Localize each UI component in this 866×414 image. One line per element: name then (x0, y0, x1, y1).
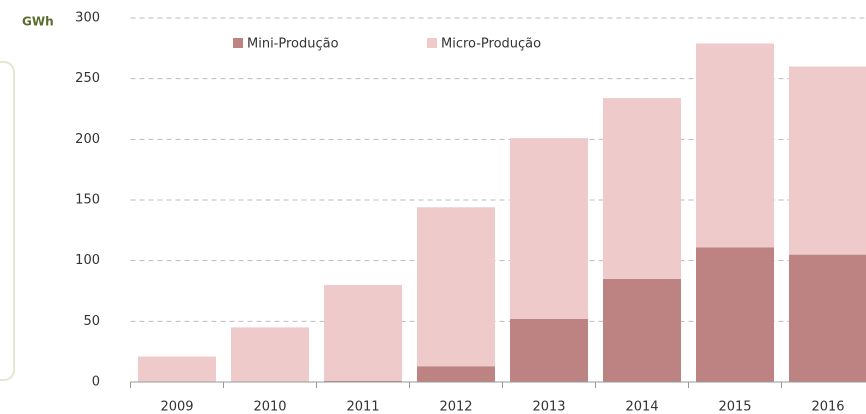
bar-segment (789, 66, 866, 255)
bar-segment (417, 366, 495, 382)
x-tick-label: 2011 (346, 400, 379, 414)
legend-label: Mini-Produção (247, 37, 339, 52)
legend-label: Micro-Produção (441, 37, 541, 52)
y-tick-label: 50 (83, 314, 100, 329)
y-tick-label: 100 (75, 253, 100, 268)
bar-segment (510, 138, 588, 319)
y-tick-label: 0 (92, 375, 100, 390)
y-tick-label: 200 (75, 132, 100, 147)
bar-segment (696, 43, 774, 248)
x-tick-label: 2015 (718, 400, 751, 414)
legend-swatch (233, 38, 243, 48)
x-tick-label: 2014 (625, 400, 658, 414)
bar-segment (603, 278, 681, 382)
bar-segment (696, 247, 774, 382)
bar-segment (324, 284, 402, 381)
bar-segment (138, 356, 216, 382)
x-tick-label: 2013 (532, 400, 565, 414)
y-axis-label: GWh (22, 15, 54, 29)
x-tick-label: 2012 (439, 400, 472, 414)
bar-segment (510, 318, 588, 382)
bar-segment (603, 98, 681, 279)
side-panel (0, 61, 15, 381)
x-tick-label: 2009 (160, 400, 193, 414)
y-tick-label: 300 (75, 11, 100, 26)
x-tick-label: 2016 (811, 400, 844, 414)
x-tick-label: 2010 (253, 400, 286, 414)
y-tick-label: 250 (75, 71, 100, 86)
bar-segment (324, 380, 402, 382)
legend-swatch (427, 38, 437, 48)
y-tick-label: 150 (75, 193, 100, 208)
bar-segment (417, 207, 495, 367)
bar-segment (789, 254, 866, 382)
bar-segment (231, 327, 309, 382)
